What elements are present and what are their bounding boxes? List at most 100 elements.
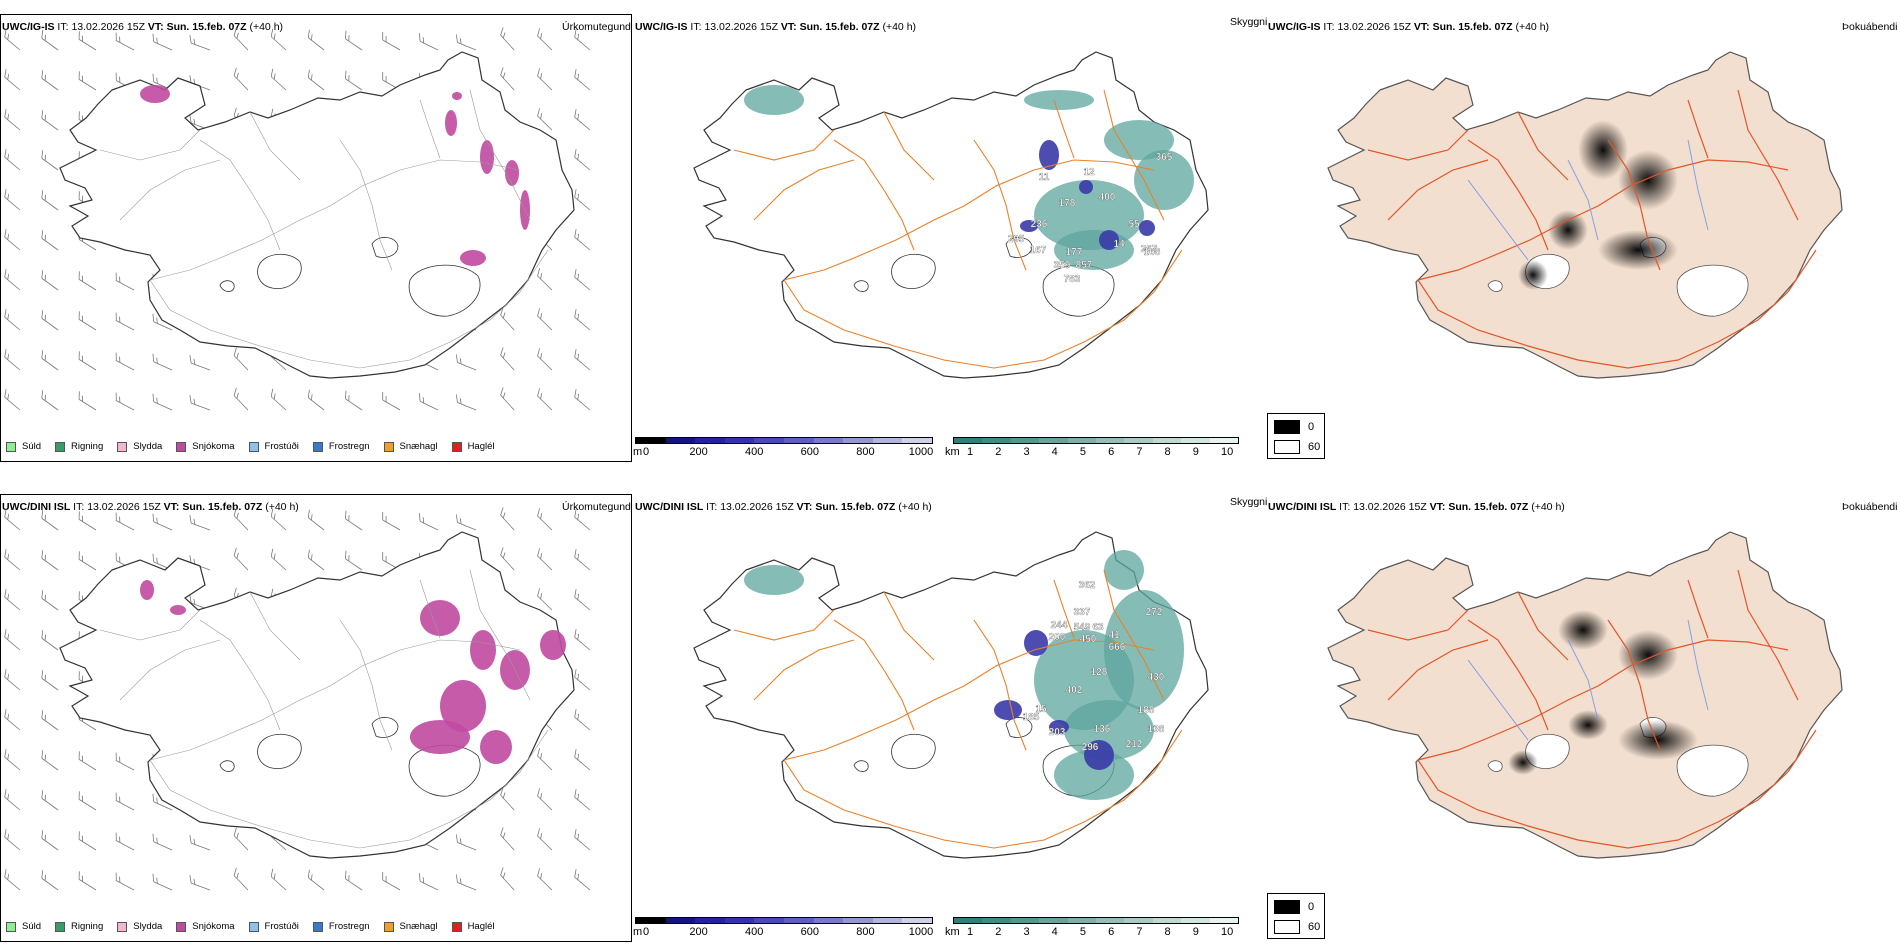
colorbar-cell — [982, 918, 1011, 923]
colorbar-cell — [636, 438, 666, 443]
legend-label: Snæhagl — [399, 441, 438, 452]
wind-barb — [78, 271, 97, 291]
ceiling-value-label: 12 — [1083, 167, 1095, 178]
wind-barb — [419, 513, 439, 531]
colorbar-cell — [872, 438, 903, 443]
wind-barb — [382, 391, 401, 411]
wind-barb — [78, 551, 97, 571]
low-ceiling-area — [1099, 230, 1119, 250]
road-line — [833, 619, 915, 731]
vt-value: Sun. 15.feb. 07Z — [799, 21, 880, 33]
snow-area — [480, 730, 512, 764]
wind-barb — [574, 749, 591, 771]
wind-barb — [455, 834, 477, 851]
colorbar-cell — [902, 438, 932, 443]
vt-label: VT: — [163, 501, 180, 513]
wind-barb — [233, 507, 249, 531]
wind-barb — [307, 509, 325, 531]
wind-barb — [345, 390, 363, 411]
wind-barb — [4, 629, 21, 651]
model-name: UWC/IG-IS — [635, 21, 688, 33]
wind-barb — [4, 309, 21, 331]
iceland-coastline — [693, 51, 1209, 379]
legend-item: Snæhagl — [383, 441, 438, 452]
legend-swatch — [55, 921, 66, 932]
low-ceiling-area — [1024, 630, 1048, 656]
snow-area — [505, 160, 519, 186]
colorbar-cell — [1124, 438, 1153, 443]
legend-swatch — [248, 921, 259, 932]
wind-barb — [115, 32, 135, 51]
row-bottom: UWC/DINI ISL IT: 13.02.2026 15Z VT: Sun.… — [0, 480, 1900, 950]
vt-label: VT: — [147, 21, 164, 33]
legend-label: Súld — [22, 441, 42, 452]
wind-barb — [455, 514, 477, 531]
wind-barb — [574, 349, 591, 371]
wind-barb — [270, 28, 287, 51]
road-line — [119, 159, 221, 221]
wind-barb — [419, 873, 439, 891]
wind-barb — [4, 669, 21, 691]
legend-swatch — [117, 921, 128, 932]
road-line — [883, 591, 935, 661]
colorbar-tick: 400 — [745, 446, 764, 458]
wind-barb — [537, 588, 553, 611]
road-line — [339, 619, 393, 751]
wind-barb — [152, 393, 173, 411]
colorbar-unit: km — [945, 926, 960, 938]
colorbar-cell — [1096, 918, 1125, 923]
low-visibility-area — [1104, 550, 1144, 590]
legend-label: Snæhagl — [399, 921, 438, 932]
fog-index-area — [1568, 710, 1608, 740]
fog-index-area — [1508, 750, 1538, 775]
legend-swatch — [55, 441, 66, 452]
ceiling-value-label: 857 — [1076, 260, 1093, 271]
wind-barb — [78, 831, 97, 851]
wind-barb — [537, 748, 553, 771]
fog-index-area — [1618, 150, 1678, 210]
precip-panel-title: Úrkomutegund — [562, 501, 631, 513]
ceiling-value-label: 337 — [1074, 607, 1091, 618]
road-line — [1417, 249, 1817, 369]
fog-legend: 0 60 — [1267, 893, 1325, 939]
model-name: UWC/DINI ISL — [2, 501, 71, 513]
wind-barb — [152, 873, 173, 891]
colorbar-tick: 3 — [1023, 446, 1030, 458]
colorbar-cell — [872, 918, 903, 923]
fog-legend-item: 60 — [1274, 920, 1320, 934]
legend-swatch — [176, 441, 187, 452]
wind-barb — [41, 590, 59, 611]
precip-map — [4, 507, 591, 891]
wind-barb — [307, 69, 325, 91]
it-value: 13.02.2026 15Z — [1337, 21, 1411, 33]
snow-area — [445, 110, 457, 136]
wind-barb — [455, 354, 477, 371]
colorbar-tick: 2 — [995, 926, 1002, 938]
ceiling-value-label: 128 — [1091, 667, 1108, 678]
legend-label: Slydda — [133, 921, 163, 932]
low-visibility-area — [1034, 180, 1144, 250]
road-line — [753, 639, 855, 701]
road-line — [249, 111, 301, 181]
wind-barb — [115, 312, 135, 331]
wind-barb — [78, 31, 97, 51]
river-line — [1467, 179, 1529, 261]
ceiling-colorbar: m 0 200 400 600 800 1000 — [633, 917, 939, 943]
vt-value: Sun. 15.feb. 07Z — [815, 501, 896, 513]
road-line — [973, 619, 1027, 751]
vt-value: Sun. 15.feb. 07Z — [166, 21, 247, 33]
wind-barb — [574, 709, 591, 731]
glacier-outline — [371, 237, 399, 258]
legend-item: Snjókoma — [176, 921, 235, 932]
wind-barb — [189, 35, 211, 51]
wind-barb — [189, 395, 211, 411]
wind-barb — [574, 549, 591, 571]
colorbar-tick: 7 — [1136, 926, 1143, 938]
legend-item: Frostregn — [312, 441, 370, 452]
it-label: IT: — [57, 21, 69, 33]
road-line — [1517, 591, 1569, 661]
wind-barb — [41, 750, 59, 771]
legend-swatch — [451, 441, 462, 452]
wind-barb — [41, 830, 59, 851]
colorbar-cell — [695, 438, 725, 443]
